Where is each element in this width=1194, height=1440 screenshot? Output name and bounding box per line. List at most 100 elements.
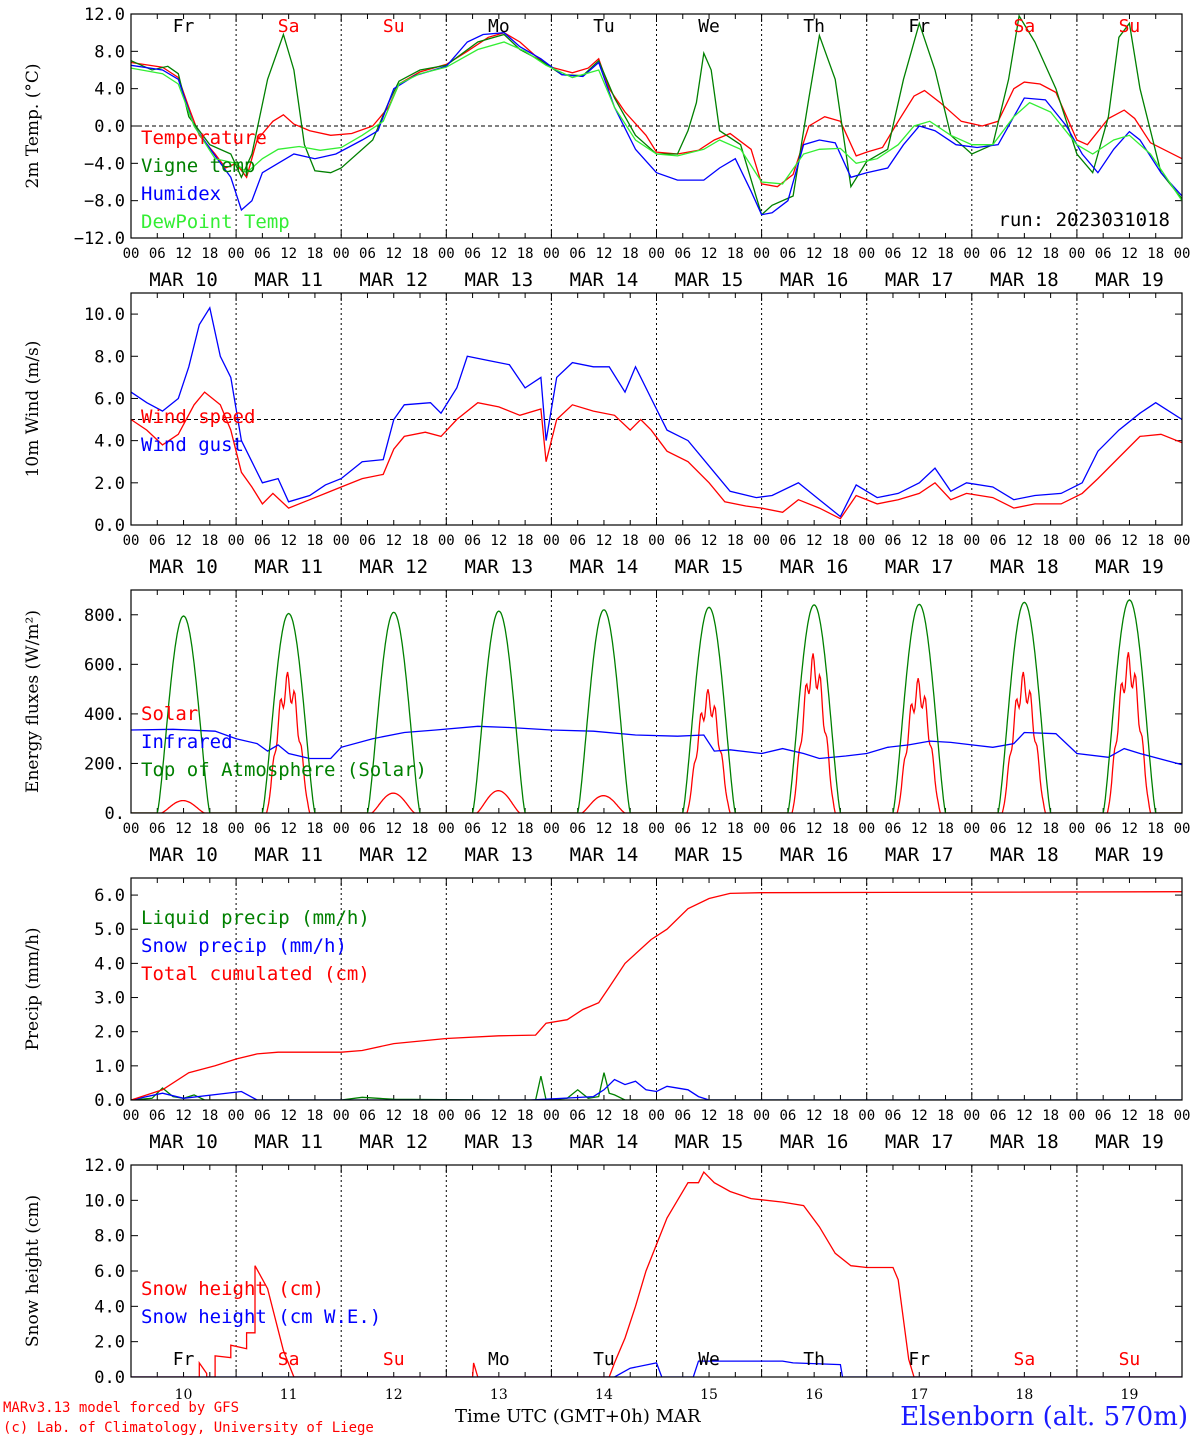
hour-tick-label: 12 (806, 1108, 823, 1124)
plot-frame (130, 877, 1183, 1101)
hour-tick-label: 12 (175, 821, 192, 837)
hour-tick-label: 12 (1016, 246, 1033, 262)
hour-tick-label: 18 (201, 246, 218, 262)
hour-tick-label: 12 (911, 821, 928, 837)
run-label: run: 2023031018 (998, 209, 1170, 231)
hour-tick-label: 00 (858, 1108, 875, 1124)
date-label: MAR 16 (780, 1131, 849, 1153)
hour-tick-label: 06 (569, 1108, 586, 1124)
date-label: MAR 15 (675, 556, 744, 578)
hour-tick-label: 12 (280, 1108, 297, 1124)
day-name-label: Su (383, 1349, 405, 1370)
legend-label: Vigne temp (141, 155, 255, 177)
hour-tick-label: 12 (1121, 1108, 1138, 1124)
day-number-label: 11 (280, 1387, 298, 1403)
y-tick-label: 12.0 (84, 5, 125, 25)
hour-tick-label: 12 (490, 821, 507, 837)
hour-tick-label: 18 (937, 533, 954, 549)
date-label: MAR 16 (780, 556, 849, 578)
y-axis-label: 2m Temp. (°C) (23, 63, 43, 188)
hour-tick-label: 18 (937, 246, 954, 262)
hour-tick-label: 06 (1095, 821, 1112, 837)
date-label: MAR 19 (1095, 844, 1164, 866)
hour-tick-label: 12 (385, 1108, 402, 1124)
y-tick-label: −8.0 (84, 192, 125, 212)
hour-tick-label: 00 (123, 1108, 140, 1124)
hour-tick-label: 06 (674, 533, 691, 549)
day-name-label: Sa (278, 16, 300, 37)
hour-tick-label: 12 (596, 821, 613, 837)
hour-tick-label: 18 (306, 246, 323, 262)
day-name-label: Su (1119, 1349, 1141, 1370)
hour-tick-label: 06 (779, 533, 796, 549)
hour-tick-label: 18 (1147, 246, 1164, 262)
date-label: MAR 16 (780, 844, 849, 866)
legend-label: Total cumulated (cm) (141, 963, 370, 985)
hour-tick-label: 18 (727, 246, 744, 262)
series-line-total-cumulated-cm- (131, 891, 1182, 1100)
y-axis-label: 10m Wind (m/s) (23, 341, 43, 478)
hour-tick-label: 00 (1174, 821, 1191, 837)
legend-label: Wind gust (141, 434, 244, 456)
day-number-label: 13 (490, 1387, 508, 1403)
hour-tick-label: 12 (1016, 533, 1033, 549)
hour-tick-label: 00 (753, 533, 770, 549)
hour-tick-label: 12 (806, 821, 823, 837)
hour-tick-label: 06 (674, 1108, 691, 1124)
hour-tick-label: 12 (806, 533, 823, 549)
day-name-label: Fr (908, 1349, 930, 1370)
date-label: MAR 18 (990, 556, 1059, 578)
hour-tick-label: 00 (543, 533, 560, 549)
date-label: MAR 13 (465, 844, 534, 866)
hour-tick-label: 12 (490, 246, 507, 262)
hour-tick-label: 00 (1174, 246, 1191, 262)
day-name-label: Sa (1014, 1349, 1036, 1370)
day-name-label: Sa (1014, 16, 1036, 37)
hour-tick-label: 00 (543, 246, 560, 262)
plot-frame (130, 13, 1183, 239)
hour-tick-label: 12 (911, 246, 928, 262)
y-tick-label: 4.0 (94, 1297, 125, 1317)
hour-tick-label: 18 (306, 1108, 323, 1124)
hour-tick-label: 06 (149, 821, 166, 837)
hour-tick-label: 00 (858, 533, 875, 549)
hour-tick-label: 06 (359, 246, 376, 262)
hour-tick-label: 18 (832, 1108, 849, 1124)
hour-tick-label: 18 (832, 821, 849, 837)
date-label: MAR 10 (149, 844, 218, 866)
hour-tick-label: 06 (1095, 246, 1112, 262)
legend-label: Top of Atmosphere (Solar) (141, 759, 427, 781)
date-label: MAR 11 (254, 844, 323, 866)
hour-tick-label: 12 (280, 533, 297, 549)
hour-tick-label: 18 (517, 533, 534, 549)
hour-tick-label: 06 (149, 533, 166, 549)
plot-frame (130, 292, 1183, 526)
hour-tick-label: 00 (1068, 246, 1085, 262)
hour-tick-label: 12 (175, 1108, 192, 1124)
hour-tick-label: 00 (1068, 1108, 1085, 1124)
hour-tick-label: 12 (911, 533, 928, 549)
hour-tick-label: 06 (1095, 1108, 1112, 1124)
hour-tick-label: 18 (832, 533, 849, 549)
hour-tick-label: 12 (385, 533, 402, 549)
hour-tick-label: 12 (701, 246, 718, 262)
day-number-label: 19 (1121, 1387, 1139, 1403)
date-label: MAR 17 (885, 269, 954, 291)
date-label: MAR 14 (570, 1131, 639, 1153)
series-line-wind-gust (131, 306, 1182, 518)
hour-tick-label: 00 (438, 821, 455, 837)
hour-tick-label: 06 (254, 1108, 271, 1124)
date-label: MAR 17 (885, 556, 954, 578)
y-tick-label: 4.0 (94, 954, 125, 974)
y-tick-label: 2.0 (94, 1023, 125, 1043)
hour-tick-label: 12 (701, 533, 718, 549)
hour-tick-label: 12 (1121, 533, 1138, 549)
hour-tick-label: 18 (727, 533, 744, 549)
hour-tick-label: 18 (1147, 533, 1164, 549)
date-label: MAR 10 (149, 1131, 218, 1153)
hour-tick-label: 18 (412, 821, 429, 837)
date-label: MAR 11 (254, 556, 323, 578)
hour-tick-label: 06 (254, 246, 271, 262)
time-axis-label: Time UTC (GMT+0h) MAR (455, 1406, 701, 1427)
